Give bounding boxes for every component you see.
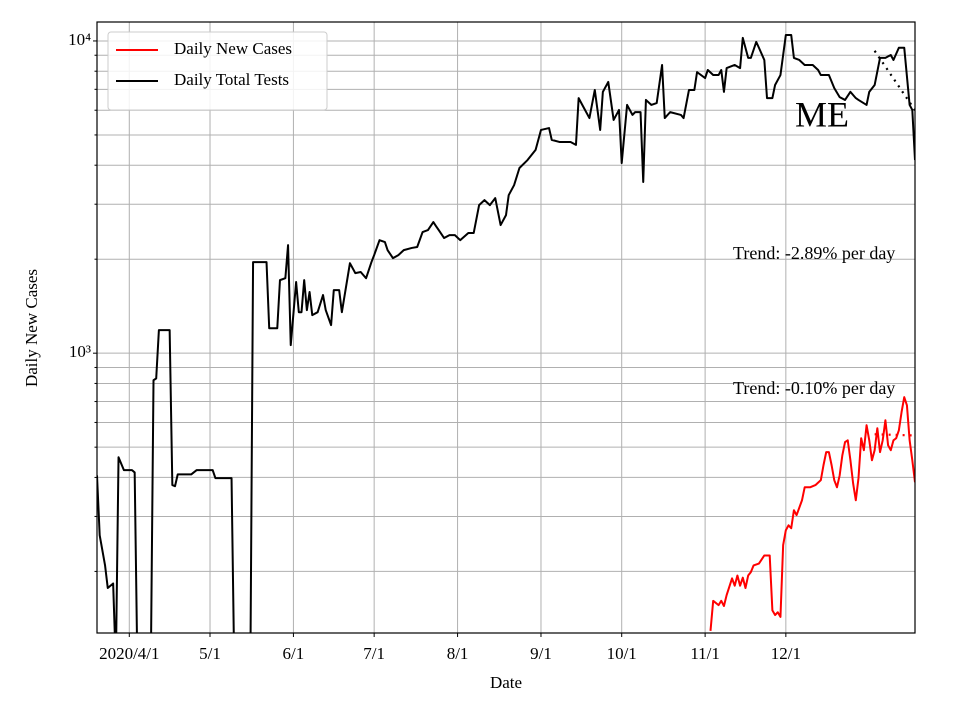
series-line: [97, 34, 915, 633]
legend-label: Daily New Cases: [174, 39, 292, 58]
x-tick-label: 8/1: [447, 644, 469, 663]
y-tick-label: 10⁴: [68, 30, 91, 49]
plot-area: [97, 34, 915, 633]
x-tick-label: 5/1: [199, 644, 221, 663]
plot-frame: [96, 21, 916, 634]
x-tick-label: 9/1: [530, 644, 552, 663]
x-tick-label: 10/1: [607, 644, 637, 663]
legend-box: [107, 31, 328, 111]
x-tick-label: 7/1: [363, 644, 385, 663]
series-line: [709, 396, 915, 631]
annotation: ME: [795, 94, 849, 134]
annotation: Trend: -0.10% per day: [733, 378, 895, 398]
x-tick-label: 12/1: [771, 644, 801, 663]
y-axis-label: Daily New Cases: [22, 269, 41, 387]
trend-line: [873, 50, 915, 111]
x-axis-label: Date: [490, 673, 522, 692]
x-tick-label: 2020/4/1: [99, 644, 159, 663]
legend-label: Daily Total Tests: [174, 70, 289, 89]
x-tick-label: 11/1: [690, 644, 720, 663]
y-tick-label: 10³: [69, 342, 91, 361]
annotation: Trend: -2.89% per day: [733, 243, 895, 263]
x-tick-label: 6/1: [283, 644, 305, 663]
